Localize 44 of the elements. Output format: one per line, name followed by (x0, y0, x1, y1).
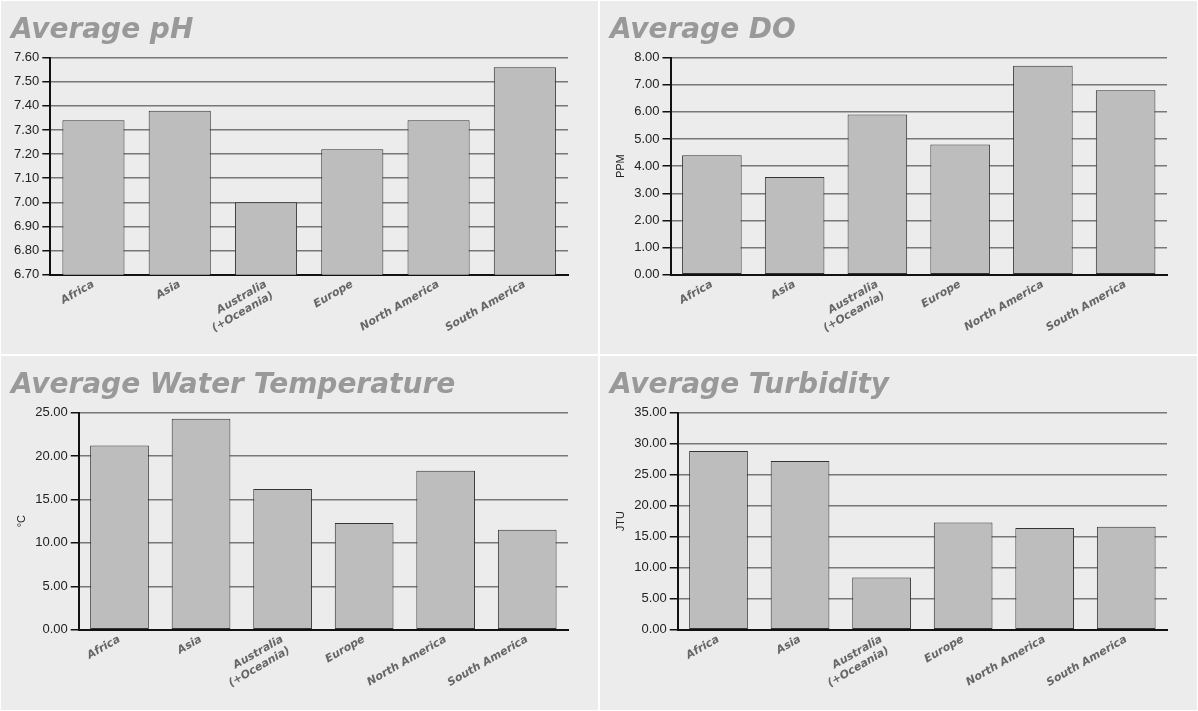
chart-title: Average Turbidity (608, 367, 891, 401)
y-tick-label: 0.00 (42, 621, 68, 637)
y-tick-label: 5.00 (641, 590, 667, 606)
y-tick-label: 7.30 (13, 121, 40, 137)
y-axis-title: JTU (613, 511, 626, 532)
y-tick-label: 7.00 (13, 193, 40, 209)
y-tick-label: 8.00 (634, 49, 660, 65)
y-tick-label: 15.00 (35, 491, 68, 507)
y-tick-label: 7.60 (13, 49, 40, 65)
y-tick-label: 6.00 (634, 103, 660, 119)
y-tick-label: 3.00 (634, 184, 660, 200)
x-tick-label: Asia (152, 277, 183, 303)
y-tick-label: 20.00 (35, 447, 68, 463)
chart-title: Average Water Temperature (9, 367, 456, 401)
y-tick-label: 15.00 (634, 528, 667, 544)
y-tick-label: 5.00 (634, 130, 660, 146)
chart-title: Average pH (9, 12, 194, 46)
y-tick-label: 25.00 (35, 404, 68, 420)
y-tick-label: 7.50 (13, 73, 40, 89)
y-tick-label: 10.00 (35, 534, 68, 550)
y-tick-label: 6.80 (13, 242, 40, 258)
y-tick-label: 1.00 (634, 239, 660, 255)
y-tick-label: 35.00 (634, 404, 667, 420)
y-axis-title: PPM (613, 154, 626, 179)
y-tick-label: 6.70 (13, 266, 40, 282)
y-tick-label: 2.00 (634, 212, 660, 228)
y-tick-label: 30.00 (634, 435, 667, 451)
y-axis-title: °C (14, 514, 27, 528)
x-tick-label: Asia (767, 277, 798, 303)
y-tick-label: 6.90 (13, 218, 40, 234)
y-tick-label: 10.00 (634, 559, 667, 575)
y-tick-label: 20.00 (634, 497, 667, 513)
y-tick-label: 4.00 (634, 157, 660, 173)
y-tick-label: 0.00 (641, 621, 667, 637)
y-tick-label: 5.00 (42, 577, 68, 593)
chart-title: Average DO (608, 12, 796, 46)
y-tick-label: 7.00 (634, 76, 660, 92)
x-tick-label: Asia (173, 632, 204, 658)
y-tick-label: 7.10 (13, 169, 40, 185)
y-tick-label: 25.00 (634, 466, 667, 482)
y-tick-label: 0.00 (634, 266, 660, 282)
y-tick-label: 7.40 (13, 97, 40, 113)
y-tick-label: 7.20 (13, 145, 40, 161)
x-tick-label: Asia (772, 632, 803, 658)
